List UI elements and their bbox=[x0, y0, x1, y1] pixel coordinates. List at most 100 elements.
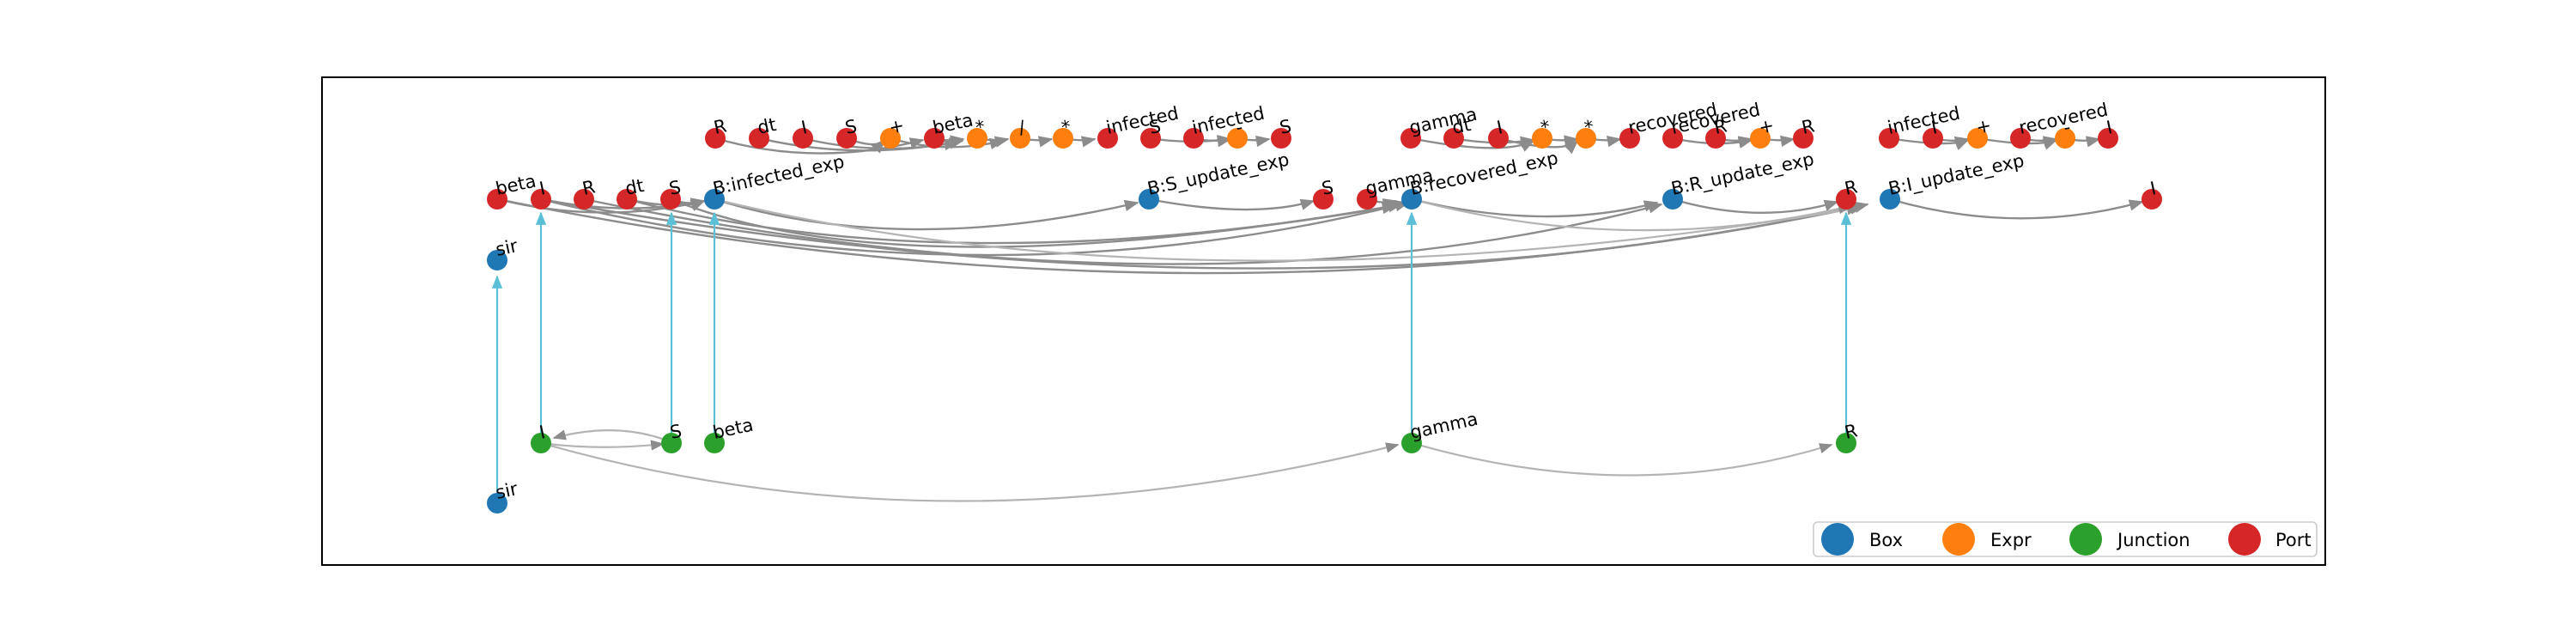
box-node-label: B:infected_exp bbox=[711, 151, 847, 200]
edge bbox=[1889, 197, 2144, 220]
port-node bbox=[1271, 128, 1291, 149]
junction-node-label: R bbox=[1843, 420, 1859, 443]
box-node-label: B:R_update_exp bbox=[1669, 149, 1816, 200]
port-node-label: I bbox=[2148, 178, 2158, 199]
box-node-label: B:recovered_exp bbox=[1408, 148, 1560, 200]
junction-node bbox=[704, 433, 725, 453]
edge bbox=[1412, 441, 1833, 477]
port-node bbox=[924, 128, 945, 149]
box-node-label: B:I_update_exp bbox=[1886, 150, 2026, 200]
port-node-label: I bbox=[2105, 117, 2114, 138]
port-node bbox=[1400, 128, 1421, 149]
port-node-label: S bbox=[843, 116, 859, 138]
port-node bbox=[1488, 128, 1509, 149]
legend-expr-marker bbox=[1942, 523, 1975, 556]
box-node bbox=[704, 189, 725, 210]
legend-box-marker bbox=[1821, 523, 1854, 556]
port-node bbox=[793, 128, 813, 149]
edge bbox=[497, 197, 1865, 275]
legend-junction-marker bbox=[2069, 523, 2102, 556]
edge bbox=[714, 197, 1861, 262]
box-node-label: sir bbox=[494, 235, 519, 260]
port-node-label: S bbox=[1278, 116, 1293, 138]
box-node-label: B:S_update_exp bbox=[1145, 149, 1291, 199]
legend-expr-label: Expr bbox=[1990, 530, 2032, 550]
junction-node-label: gamma bbox=[1408, 409, 1479, 443]
port-node bbox=[1705, 128, 1726, 149]
edge bbox=[1148, 197, 1315, 211]
expr-node-label: + bbox=[1974, 115, 1993, 138]
junction-node-label: S bbox=[668, 421, 683, 443]
port-node-label: dt bbox=[756, 114, 778, 138]
edge bbox=[714, 197, 1139, 231]
legend-port-marker bbox=[2228, 523, 2261, 556]
edge bbox=[1672, 197, 1839, 214]
junction-node-label: beta bbox=[711, 415, 755, 443]
legend-junction-label: Junction bbox=[2116, 530, 2190, 550]
junction-node bbox=[661, 433, 682, 453]
edge bbox=[1411, 197, 1659, 218]
expr-node-label: * bbox=[974, 116, 987, 138]
edge bbox=[626, 197, 1397, 245]
legend-box-label: Box bbox=[1869, 530, 1903, 550]
expr-node bbox=[2055, 128, 2075, 149]
edge bbox=[540, 440, 665, 451]
edges-layer bbox=[491, 135, 2144, 503]
expr-node-label: * bbox=[1583, 116, 1595, 138]
edge bbox=[890, 137, 1005, 150]
port-node-label: beta bbox=[494, 171, 538, 199]
box-node bbox=[487, 493, 507, 513]
expr-node-label: * bbox=[1539, 116, 1552, 138]
port-node-label: S bbox=[1320, 177, 1335, 199]
expr-node-label: + bbox=[1757, 115, 1776, 138]
expr-node bbox=[1750, 128, 1771, 149]
port-node bbox=[1097, 128, 1118, 149]
port-node bbox=[2098, 128, 2118, 149]
junction-node bbox=[531, 433, 551, 453]
port-node bbox=[617, 189, 637, 210]
expr-node bbox=[1010, 128, 1030, 149]
expr-node-label: * bbox=[1060, 116, 1072, 138]
box-node-label: sir bbox=[494, 478, 519, 503]
port-node bbox=[531, 189, 551, 210]
box-node bbox=[1401, 189, 1422, 210]
port-node bbox=[1836, 189, 1856, 210]
port-node-label: S bbox=[1147, 116, 1163, 138]
junction-node bbox=[1836, 433, 1856, 453]
port-node-label: R bbox=[1800, 115, 1816, 138]
port-node bbox=[1793, 128, 1814, 149]
port-node-label: R bbox=[712, 115, 728, 138]
port-node bbox=[2142, 189, 2162, 210]
port-node bbox=[1140, 128, 1161, 149]
port-node-label: S bbox=[667, 177, 683, 199]
edge bbox=[583, 197, 1663, 265]
port-node-label: dt bbox=[1450, 114, 1473, 138]
box-node bbox=[1880, 189, 1900, 210]
port-node-label: I bbox=[799, 117, 809, 138]
plot-frame bbox=[321, 76, 2326, 566]
port-node-label: I bbox=[538, 178, 547, 199]
port-node-label: infected bbox=[1190, 103, 1267, 138]
junction-node-label: I bbox=[538, 422, 547, 443]
junction-node bbox=[1401, 433, 1422, 453]
port-node bbox=[660, 189, 681, 210]
edge bbox=[1411, 197, 1852, 232]
expr-node bbox=[1967, 128, 1988, 149]
legend-frame bbox=[1813, 521, 2318, 557]
port-node-label: infected bbox=[1886, 103, 1962, 138]
port-node bbox=[836, 128, 857, 149]
expr-node bbox=[880, 128, 901, 149]
port-node bbox=[1357, 189, 1377, 210]
expr-node bbox=[1053, 128, 1073, 149]
edge bbox=[552, 429, 672, 444]
port-node-label: I bbox=[1495, 117, 1504, 138]
expr-node-label: + bbox=[887, 115, 906, 138]
port-node bbox=[1183, 128, 1204, 149]
expr-node bbox=[967, 128, 987, 149]
port-node bbox=[1662, 128, 1683, 149]
port-node bbox=[1443, 128, 1464, 149]
port-node-label: dt bbox=[623, 175, 646, 199]
box-node bbox=[487, 250, 507, 270]
expr-node bbox=[1227, 128, 1248, 149]
